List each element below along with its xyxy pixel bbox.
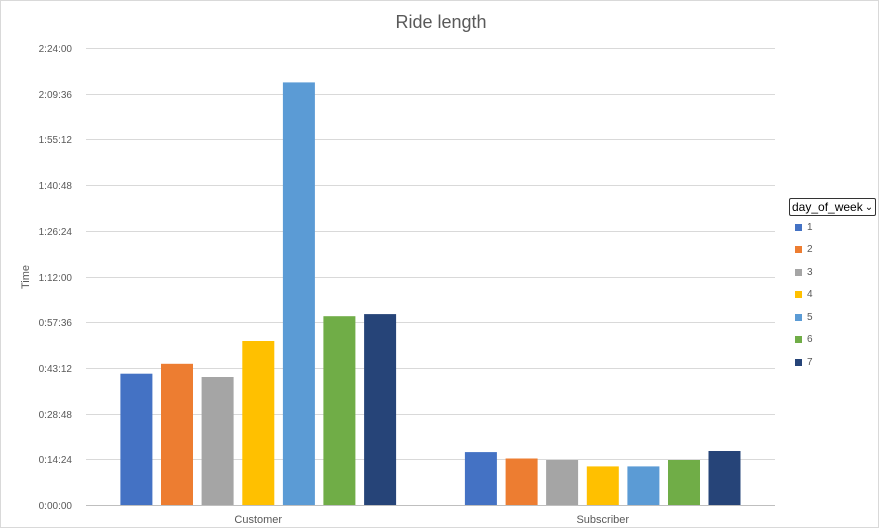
legend-filter-dropdown[interactable]: day_of_week ⌄ <box>789 198 876 216</box>
legend-label: 4 <box>807 289 813 301</box>
bar-customer-day-3 <box>201 377 234 505</box>
legend-swatch <box>795 223 802 231</box>
bar-subscriber-day-3 <box>546 460 579 505</box>
legend-label: 3 <box>807 266 813 278</box>
legend-label: 5 <box>807 311 813 323</box>
y-tick-label: 1:26:24 <box>39 227 73 238</box>
legend-label: 6 <box>807 334 813 346</box>
legend-item: 6 <box>795 329 879 352</box>
y-tick-label: 1:40:48 <box>39 181 73 192</box>
legend-item: 2 <box>795 239 879 262</box>
bar-subscriber-day-4 <box>586 466 619 505</box>
bar-customer-day-7 <box>364 314 397 505</box>
legend-label: 7 <box>807 356 813 368</box>
bar-subscriber-day-1 <box>464 452 497 505</box>
bar-subscriber-day-5 <box>627 466 660 505</box>
y-tick-label: 0:00:00 <box>39 501 73 512</box>
y-tick-label: 0:43:12 <box>39 364 73 375</box>
bar-customer-day-4 <box>242 341 275 505</box>
bar-customer-day-1 <box>120 373 153 505</box>
y-tick-labels: 0:00:00 0:14:24 0:28:48 0:43:12 0:57:36 1:12:… <box>39 44 73 512</box>
bar-customer-day-2 <box>161 363 193 505</box>
legend-label: 1 <box>807 221 813 233</box>
y-tick-label: 2:09:36 <box>39 90 73 101</box>
legend-swatch <box>795 358 802 366</box>
y-tick-label: 1:12:00 <box>39 273 73 284</box>
y-tick-label: 0:28:48 <box>39 410 73 421</box>
legend-swatch <box>795 246 802 254</box>
legend-item: 5 <box>795 306 879 329</box>
x-category-label: Subscriber <box>576 514 629 526</box>
bar-customer-day-6 <box>323 316 356 505</box>
legend-swatch <box>795 291 802 299</box>
legend-item: 3 <box>795 261 879 284</box>
bar-subscriber-day-6 <box>668 460 700 505</box>
legend-swatch <box>795 268 802 276</box>
legend-items: 1 2 3 4 5 6 7 <box>789 216 879 374</box>
y-axis-title: Time <box>20 265 32 289</box>
y-tick-label: 1:55:12 <box>39 135 73 146</box>
y-tick-label: 0:14:24 <box>39 455 73 466</box>
legend-swatch <box>795 313 802 321</box>
chart-title: Ride length <box>395 12 486 32</box>
legend-item: 7 <box>795 351 879 374</box>
chevron-down-icon: ⌄ <box>864 201 874 213</box>
bars <box>120 82 741 506</box>
legend-swatch <box>795 336 802 344</box>
y-tick-label: 0:57:36 <box>39 318 73 329</box>
legend-item: 1 <box>795 216 879 239</box>
bar-subscriber-day-7 <box>708 451 741 505</box>
legend-filter-label: day_of_week <box>792 200 863 214</box>
legend: day_of_week ⌄ 1 2 3 4 5 6 7 <box>789 198 879 374</box>
gridlines <box>86 48 775 506</box>
legend-label: 2 <box>807 244 813 256</box>
bar-subscriber-day-2 <box>505 458 538 505</box>
legend-item: 4 <box>795 284 879 307</box>
x-category-labels: Customer Subscriber <box>234 514 629 526</box>
y-tick-label: 2:24:00 <box>39 44 73 55</box>
x-category-label: Customer <box>234 514 282 526</box>
bar-customer-day-5 <box>282 82 315 506</box>
